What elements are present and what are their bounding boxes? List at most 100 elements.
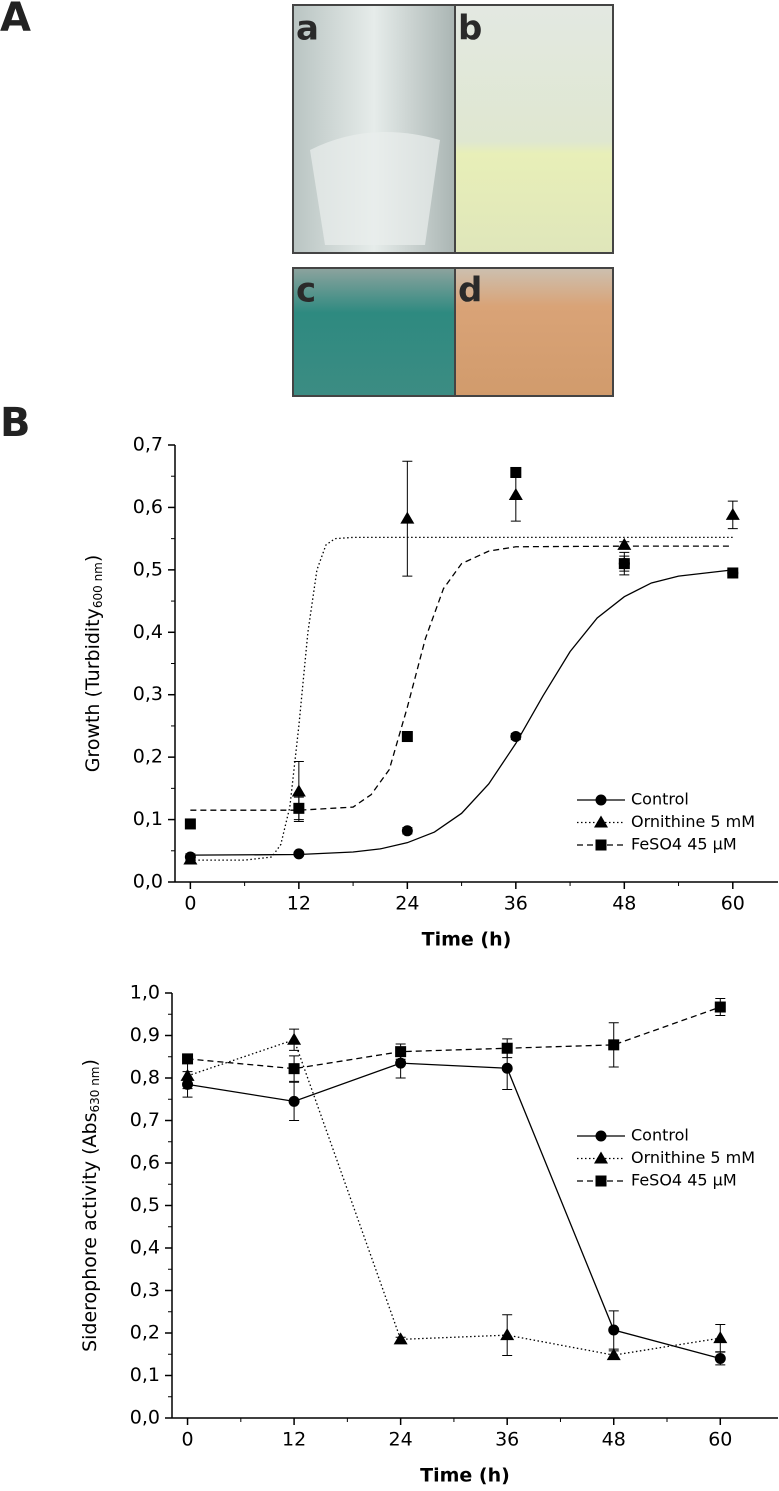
series: Control bbox=[184, 555, 739, 863]
series: FeSO4 45 μM bbox=[182, 998, 737, 1190]
photo-panel: a b c d bbox=[292, 4, 614, 397]
legend-label: Ornithine 5 mM bbox=[631, 812, 755, 831]
panel-label: B bbox=[0, 400, 31, 446]
legend-label: FeSO4 45 μM bbox=[631, 835, 737, 854]
x-tick-label: 0 bbox=[184, 893, 196, 915]
marker bbox=[182, 1053, 194, 1065]
panel-label: A bbox=[0, 0, 31, 41]
marker bbox=[393, 1332, 408, 1345]
photo bbox=[292, 267, 456, 397]
marker bbox=[510, 466, 522, 478]
marker bbox=[293, 802, 305, 814]
marker bbox=[714, 1353, 726, 1364]
marker bbox=[401, 731, 413, 743]
marker bbox=[618, 558, 630, 570]
y-axis-title-sub: 630 nm bbox=[88, 1067, 102, 1113]
marker bbox=[713, 1331, 728, 1344]
y-tick-label: 0,4 bbox=[130, 1237, 160, 1259]
series-line bbox=[187, 1062, 721, 1360]
series-line bbox=[190, 536, 733, 861]
y-tick-label: 0,5 bbox=[133, 558, 163, 580]
y-tick-label: 0,6 bbox=[133, 496, 163, 518]
marker bbox=[595, 1130, 607, 1142]
x-tick-label: 48 bbox=[602, 1429, 626, 1451]
y-axis-title: Growth (Turbidity600 nm) bbox=[82, 555, 105, 773]
y-tick-label: 0,7 bbox=[133, 434, 163, 456]
series: Control bbox=[182, 1046, 726, 1366]
y-tick-label: 0,4 bbox=[133, 621, 163, 643]
series: Ornithine 5 mM bbox=[180, 1028, 755, 1361]
x-tick-label: 12 bbox=[282, 1429, 306, 1451]
x-tick-label: 60 bbox=[721, 893, 745, 915]
photo-label: d bbox=[458, 271, 482, 311]
y-axis-title: Siderophore activity (Abs630 nm) bbox=[79, 1059, 102, 1352]
marker bbox=[180, 1068, 195, 1081]
y-tick-label: 1,0 bbox=[130, 982, 160, 1004]
marker bbox=[510, 731, 522, 743]
y-tick-label: 0,2 bbox=[130, 1322, 160, 1344]
y-tick-label: 0,5 bbox=[130, 1194, 160, 1216]
marker bbox=[293, 848, 305, 860]
series-line bbox=[190, 569, 733, 856]
photo bbox=[454, 4, 614, 254]
marker bbox=[595, 1175, 607, 1187]
marker bbox=[288, 1095, 300, 1107]
marker bbox=[401, 825, 413, 837]
series: Ornithine 5 mM bbox=[183, 460, 755, 865]
tube-liquid bbox=[310, 132, 440, 245]
chart: 0,0 0,1 0,2 0,3 0,4 0,5 0,6 0,7 0,8 0,9 1,0 0 12 24 36… bbox=[79, 982, 778, 1487]
x-tick-label: 60 bbox=[708, 1429, 732, 1451]
photo-label: a bbox=[296, 9, 319, 49]
legend-label: Control bbox=[631, 1126, 689, 1145]
y-tick-label: 0,2 bbox=[133, 746, 163, 768]
series-line bbox=[190, 545, 733, 811]
marker bbox=[184, 818, 196, 830]
y-axis-title-text: Growth (Turbidity bbox=[82, 608, 104, 772]
x-tick-label: 24 bbox=[395, 893, 419, 915]
x-tick-label: 12 bbox=[287, 893, 311, 915]
x-axis-title: Time (h) bbox=[422, 929, 512, 951]
marker bbox=[508, 487, 523, 500]
marker bbox=[595, 839, 607, 851]
photo bbox=[454, 267, 614, 397]
legend-label: Ornithine 5 mM bbox=[631, 1148, 755, 1167]
marker bbox=[287, 1032, 302, 1045]
marker bbox=[501, 1042, 513, 1054]
photo-label: b bbox=[458, 9, 482, 49]
marker bbox=[617, 537, 632, 550]
legend-label: Control bbox=[631, 790, 689, 809]
chart: 0,0 0,1 0,2 0,3 0,4 0,5 0,6 0,7 0 12 24 36 48 60 Time … bbox=[82, 434, 778, 951]
x-tick-label: 0 bbox=[181, 1429, 193, 1451]
marker bbox=[291, 784, 306, 797]
marker bbox=[183, 852, 198, 865]
marker bbox=[395, 1046, 407, 1058]
y-axis-title-end: ) bbox=[79, 1059, 101, 1066]
marker bbox=[288, 1063, 300, 1075]
y-tick-label: 0,3 bbox=[133, 683, 163, 705]
y-axis-title-text: Siderophore activity (Abs bbox=[79, 1113, 101, 1352]
y-tick-label: 0,0 bbox=[133, 871, 163, 893]
marker bbox=[395, 1057, 407, 1069]
marker bbox=[725, 507, 740, 520]
y-tick-label: 0,1 bbox=[133, 808, 163, 830]
marker bbox=[606, 1348, 621, 1361]
marker bbox=[608, 1039, 620, 1051]
y-tick-label: 0,8 bbox=[130, 1067, 160, 1089]
y-tick-label: 0,7 bbox=[130, 1109, 160, 1131]
legend-label: FeSO4 45 μM bbox=[631, 1171, 737, 1190]
y-tick-label: 0,0 bbox=[130, 1407, 160, 1429]
marker bbox=[714, 1001, 726, 1013]
y-tick-label: 0,9 bbox=[130, 1024, 160, 1046]
photo-label: c bbox=[296, 271, 316, 311]
marker bbox=[727, 567, 739, 579]
series-line bbox=[187, 1038, 721, 1356]
series-line bbox=[187, 1006, 721, 1070]
marker bbox=[594, 1151, 608, 1164]
marker bbox=[594, 815, 608, 828]
x-tick-label: 48 bbox=[612, 893, 636, 915]
marker bbox=[501, 1062, 513, 1074]
marker bbox=[400, 511, 415, 524]
y-tick-label: 0,1 bbox=[130, 1364, 160, 1386]
